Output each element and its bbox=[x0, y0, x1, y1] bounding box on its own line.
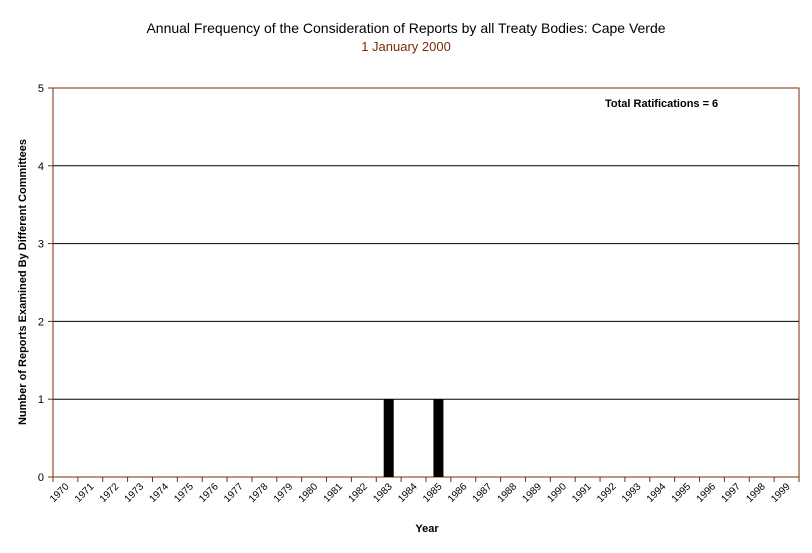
y-tick-label: 1 bbox=[38, 394, 44, 406]
y-tick-label: 4 bbox=[38, 161, 44, 173]
x-tick-label: 1984 bbox=[396, 481, 420, 505]
x-tick-label: 1973 bbox=[123, 481, 147, 505]
x-tick-label: 1982 bbox=[346, 481, 370, 505]
x-tick-label: 1985 bbox=[421, 481, 445, 505]
y-tick-label: 2 bbox=[38, 316, 44, 328]
bar-1983 bbox=[383, 399, 394, 477]
plot-area-frame bbox=[52, 87, 800, 478]
x-tick-label: 1996 bbox=[695, 481, 719, 505]
x-tick-label: 1974 bbox=[148, 481, 172, 505]
x-tick-label: 1999 bbox=[769, 481, 793, 505]
x-tick-label: 1993 bbox=[620, 481, 644, 505]
y-tick-label: 5 bbox=[38, 83, 44, 95]
x-tick-label: 1997 bbox=[719, 481, 743, 505]
x-tick-label: 1978 bbox=[247, 481, 271, 505]
x-tick-label: 1998 bbox=[744, 481, 768, 505]
x-tick-label: 1979 bbox=[272, 481, 296, 505]
x-tick-label: 1992 bbox=[595, 481, 619, 505]
x-tick-label: 1975 bbox=[172, 481, 196, 505]
x-tick-label: 1972 bbox=[98, 481, 122, 505]
x-tick-label: 1988 bbox=[496, 481, 520, 505]
y-tick-label: 3 bbox=[38, 239, 44, 251]
x-axis-title: Year bbox=[415, 523, 439, 535]
x-tick-label: 1995 bbox=[670, 481, 694, 505]
x-tick-label: 1983 bbox=[371, 481, 395, 505]
x-tick-label: 1989 bbox=[521, 481, 545, 505]
bar-1985 bbox=[433, 399, 444, 477]
x-tick-label: 1971 bbox=[73, 481, 97, 505]
x-tick-label: 1980 bbox=[297, 481, 321, 505]
chart-title: Annual Frequency of the Consideration of… bbox=[146, 20, 666, 36]
y-axis-title: Number of Reports Examined By Different … bbox=[17, 139, 29, 425]
x-tick-label: 1990 bbox=[545, 481, 569, 505]
x-tick-label: 1994 bbox=[645, 481, 669, 505]
chart-subtitle: 1 January 2000 bbox=[361, 39, 451, 54]
x-tick-label: 1981 bbox=[322, 481, 346, 505]
x-tick-label: 1970 bbox=[48, 481, 72, 505]
y-tick-label: 0 bbox=[38, 472, 44, 484]
x-tick-label: 1977 bbox=[222, 481, 246, 505]
x-tick-label: 1987 bbox=[471, 481, 495, 505]
x-tick-label: 1991 bbox=[570, 481, 594, 505]
x-tick-label: 1976 bbox=[197, 481, 221, 505]
x-tick-label: 1986 bbox=[446, 481, 470, 505]
total-ratifications-annotation: Total Ratifications = 6 bbox=[605, 98, 718, 110]
